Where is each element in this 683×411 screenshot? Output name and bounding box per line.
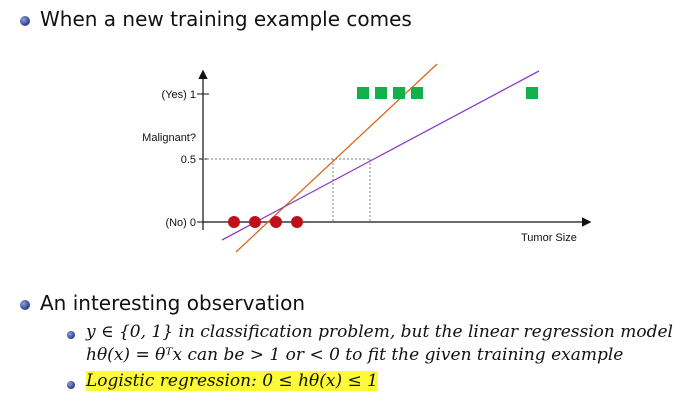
heading-bullet <box>20 16 30 26</box>
fit-line-original <box>235 63 438 253</box>
y-label-no: (No) 0 <box>165 217 196 229</box>
sub-bullet-1 <box>67 331 75 339</box>
sub-bullet-2 <box>67 381 75 389</box>
x-label-tumor-size: Tumor Size <box>521 232 577 244</box>
section-text: An interesting observation <box>40 291 306 315</box>
sub-text-line-2: hθ(x) = θᵀx can be > 1 or < 0 to fit the… <box>86 345 624 365</box>
sub-text-highlight: Logistic regression: 0 ≤ hθ(x) ≤ 1 <box>86 371 378 391</box>
positive-example-point <box>357 87 369 99</box>
fit-line-new <box>221 70 540 241</box>
positive-example-point <box>411 87 423 99</box>
heading-text: When a new training example comes <box>40 7 412 31</box>
sub-text-line-1: y ∈ {0, 1} in classification problem, bu… <box>86 322 673 342</box>
positive-example-point <box>526 87 538 99</box>
positive-example-point <box>375 87 387 99</box>
negative-example-point <box>249 216 261 228</box>
y-label-malignant: Malignant? <box>142 132 196 144</box>
positive-example-point <box>393 87 405 99</box>
negative-example-point <box>291 216 303 228</box>
negative-example-point <box>270 216 282 228</box>
section-bullet <box>20 300 30 310</box>
y-label-yes: (Yes) 1 <box>162 89 196 101</box>
negative-example-point <box>228 216 240 228</box>
y-label-half: 0.5 <box>181 154 196 166</box>
